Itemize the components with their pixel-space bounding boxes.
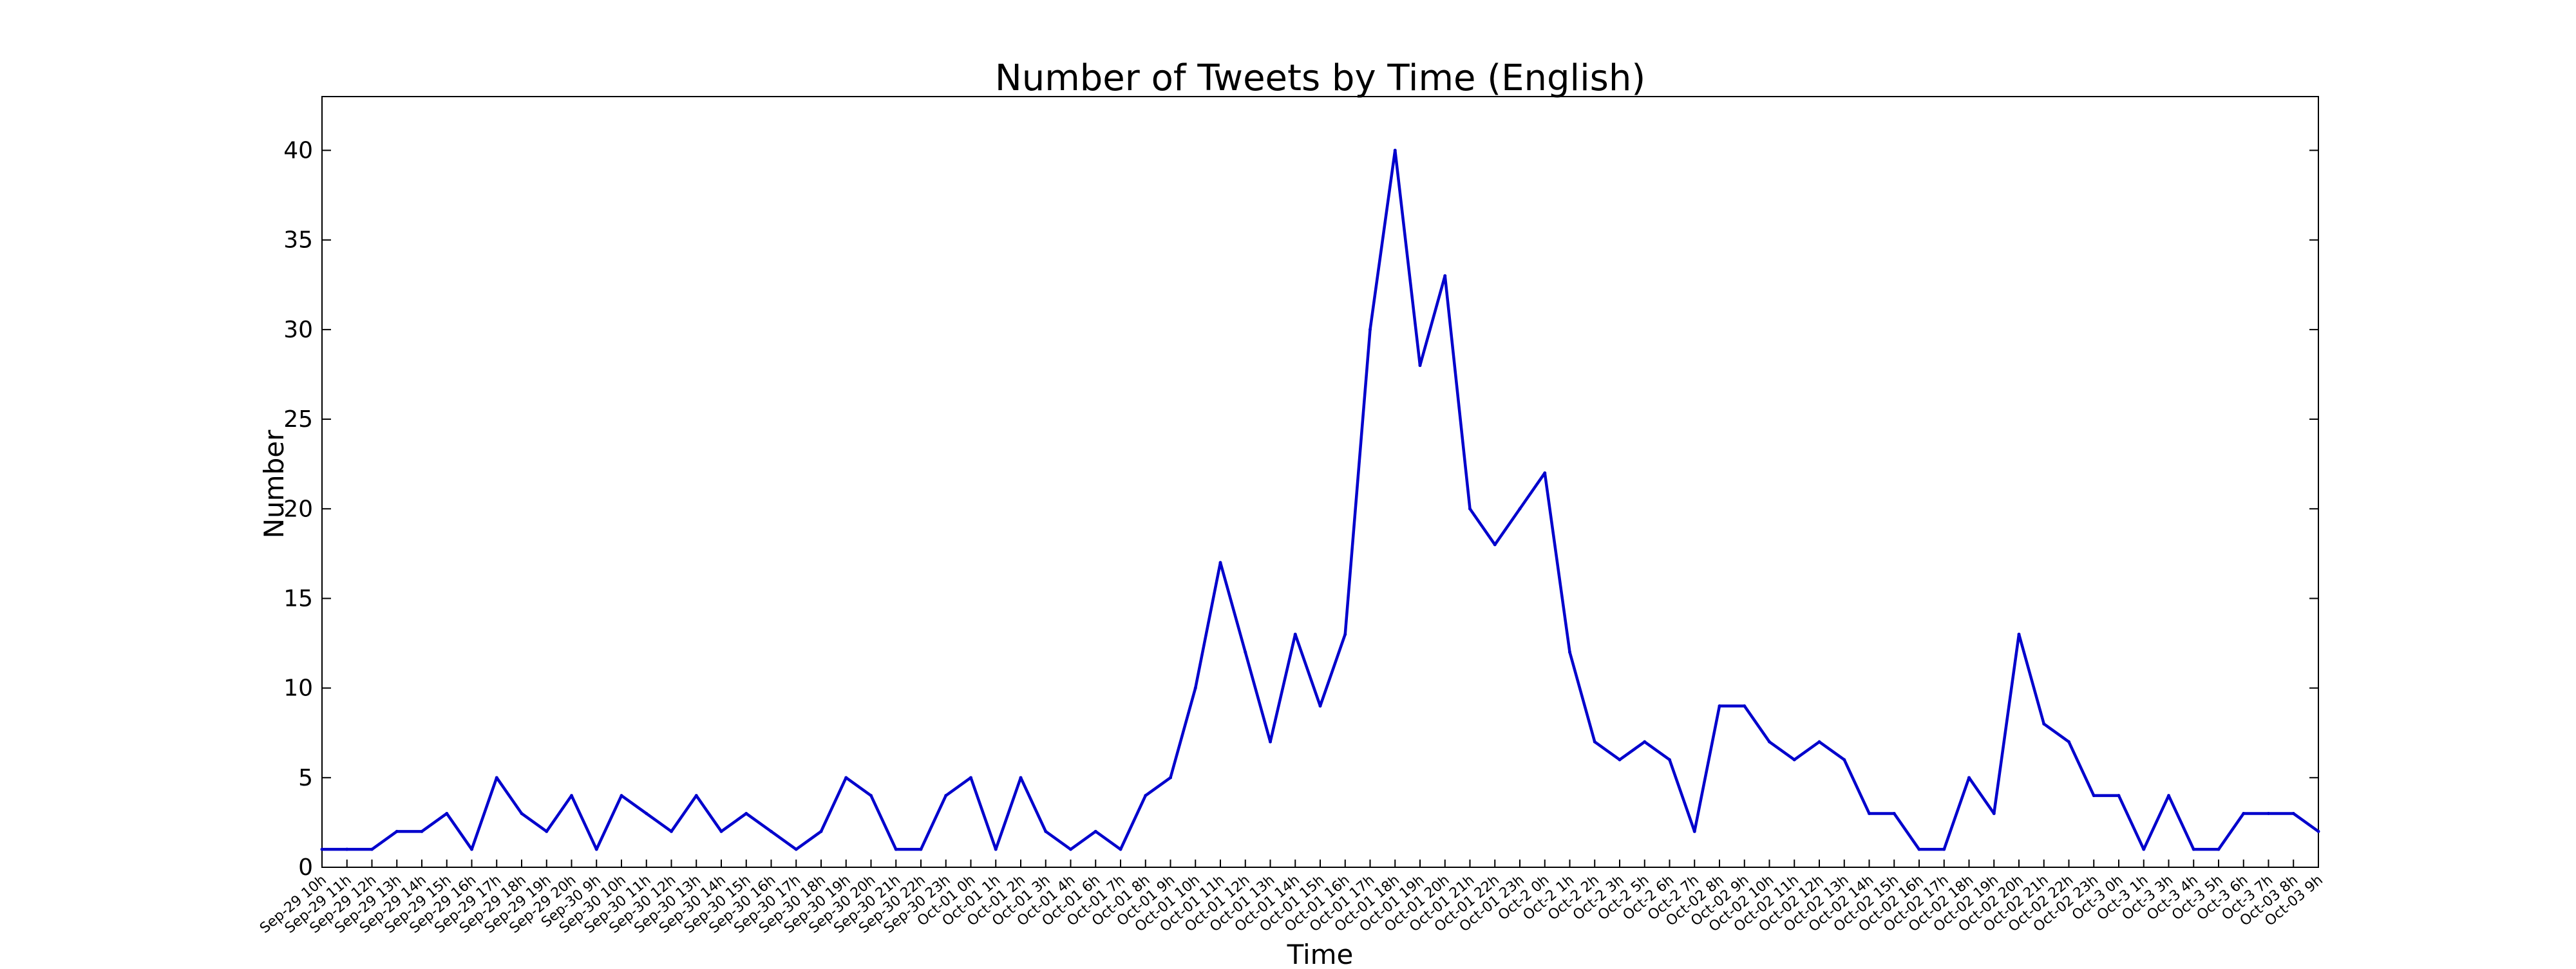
data-point	[1743, 704, 1747, 708]
data-point	[1418, 364, 1422, 368]
data-point	[2267, 811, 2270, 815]
data-point	[1992, 811, 1996, 815]
data-point	[320, 847, 324, 851]
data-point	[1244, 650, 1247, 654]
data-point	[345, 847, 349, 851]
data-point	[1768, 740, 1771, 744]
data-point	[770, 829, 773, 833]
data-point	[545, 829, 549, 833]
data-point	[1892, 811, 1896, 815]
data-point	[969, 776, 972, 780]
chart-title: Number of Tweets by Time (English)	[995, 57, 1645, 99]
data-point	[1218, 561, 1222, 565]
y-tick-label: 25	[283, 406, 313, 433]
data-point	[1643, 740, 1647, 744]
data-point	[2291, 811, 2295, 815]
data-point	[1493, 543, 1497, 547]
data-point	[919, 847, 923, 851]
data-point	[1019, 776, 1023, 780]
data-point	[470, 847, 473, 851]
data-point	[420, 829, 424, 833]
data-point	[2117, 794, 2121, 798]
data-point	[370, 847, 374, 851]
data-point	[395, 829, 399, 833]
data-point	[2092, 794, 2096, 798]
data-point	[1094, 829, 1097, 833]
data-point	[1443, 274, 1447, 278]
data-point	[670, 829, 673, 833]
data-point	[1718, 704, 1721, 708]
data-point	[1269, 740, 1272, 744]
data-point	[794, 847, 798, 851]
data-point	[1942, 847, 1946, 851]
data-point	[594, 847, 598, 851]
data-point	[2167, 794, 2170, 798]
data-point	[1692, 829, 1696, 833]
data-point	[1468, 507, 1472, 511]
data-point	[1193, 686, 1197, 690]
y-tick-label: 0	[298, 854, 313, 881]
data-point	[1144, 794, 1148, 798]
y-tick-label: 35	[283, 227, 313, 254]
x-axis-label: Time	[1287, 939, 1354, 966]
data-points	[320, 149, 2320, 851]
data-point	[819, 829, 823, 833]
data-point	[2142, 847, 2146, 851]
data-point	[1119, 847, 1122, 851]
data-point	[1543, 471, 1547, 475]
data-point	[570, 794, 573, 798]
data-point	[1368, 328, 1372, 332]
data-point	[2217, 847, 2221, 851]
data-point	[1069, 847, 1072, 851]
plot-frame	[321, 96, 2319, 868]
y-tick-label: 10	[283, 675, 313, 702]
data-point	[894, 847, 898, 851]
data-point	[1792, 758, 1796, 762]
data-point	[1393, 149, 1397, 153]
y-tick-label: 20	[283, 496, 313, 522]
data-point	[1343, 632, 1347, 636]
y-axis-label: Number	[258, 429, 290, 538]
y-axis-ticks: 0 5 10 15 20 25 30 35 40	[283, 138, 2318, 881]
data-point	[994, 847, 998, 851]
data-point	[520, 811, 524, 815]
y-tick-label: 5	[298, 765, 313, 791]
data-point	[1917, 847, 1921, 851]
data-point	[744, 811, 748, 815]
data-point	[1044, 829, 1048, 833]
data-point	[2242, 811, 2246, 815]
data-point	[1593, 740, 1596, 744]
data-point	[1518, 507, 1522, 511]
data-point	[1967, 776, 1971, 780]
data-point	[645, 811, 649, 815]
data-point	[1169, 776, 1172, 780]
data-point	[1568, 650, 1571, 654]
data-point	[1668, 758, 1671, 762]
data-point	[694, 794, 698, 798]
data-point	[2192, 847, 2195, 851]
data-point	[2316, 829, 2320, 833]
y-tick-label: 30	[283, 317, 313, 343]
data-point	[2042, 722, 2046, 726]
data-point	[2067, 740, 2070, 744]
data-point	[944, 794, 948, 798]
data-point	[869, 794, 873, 798]
data-point	[1318, 704, 1322, 708]
data-point	[620, 794, 623, 798]
data-point	[1618, 758, 1622, 762]
data-point	[719, 829, 723, 833]
data-point	[1842, 758, 1846, 762]
y-tick-label: 15	[283, 585, 313, 612]
data-point	[1293, 632, 1297, 636]
data-point	[1868, 811, 1871, 815]
data-point	[844, 776, 848, 780]
data-point	[1817, 740, 1821, 744]
data-point	[445, 811, 449, 815]
data-point	[495, 776, 498, 780]
y-tick-label: 40	[283, 138, 313, 164]
data-point	[2017, 632, 2021, 636]
